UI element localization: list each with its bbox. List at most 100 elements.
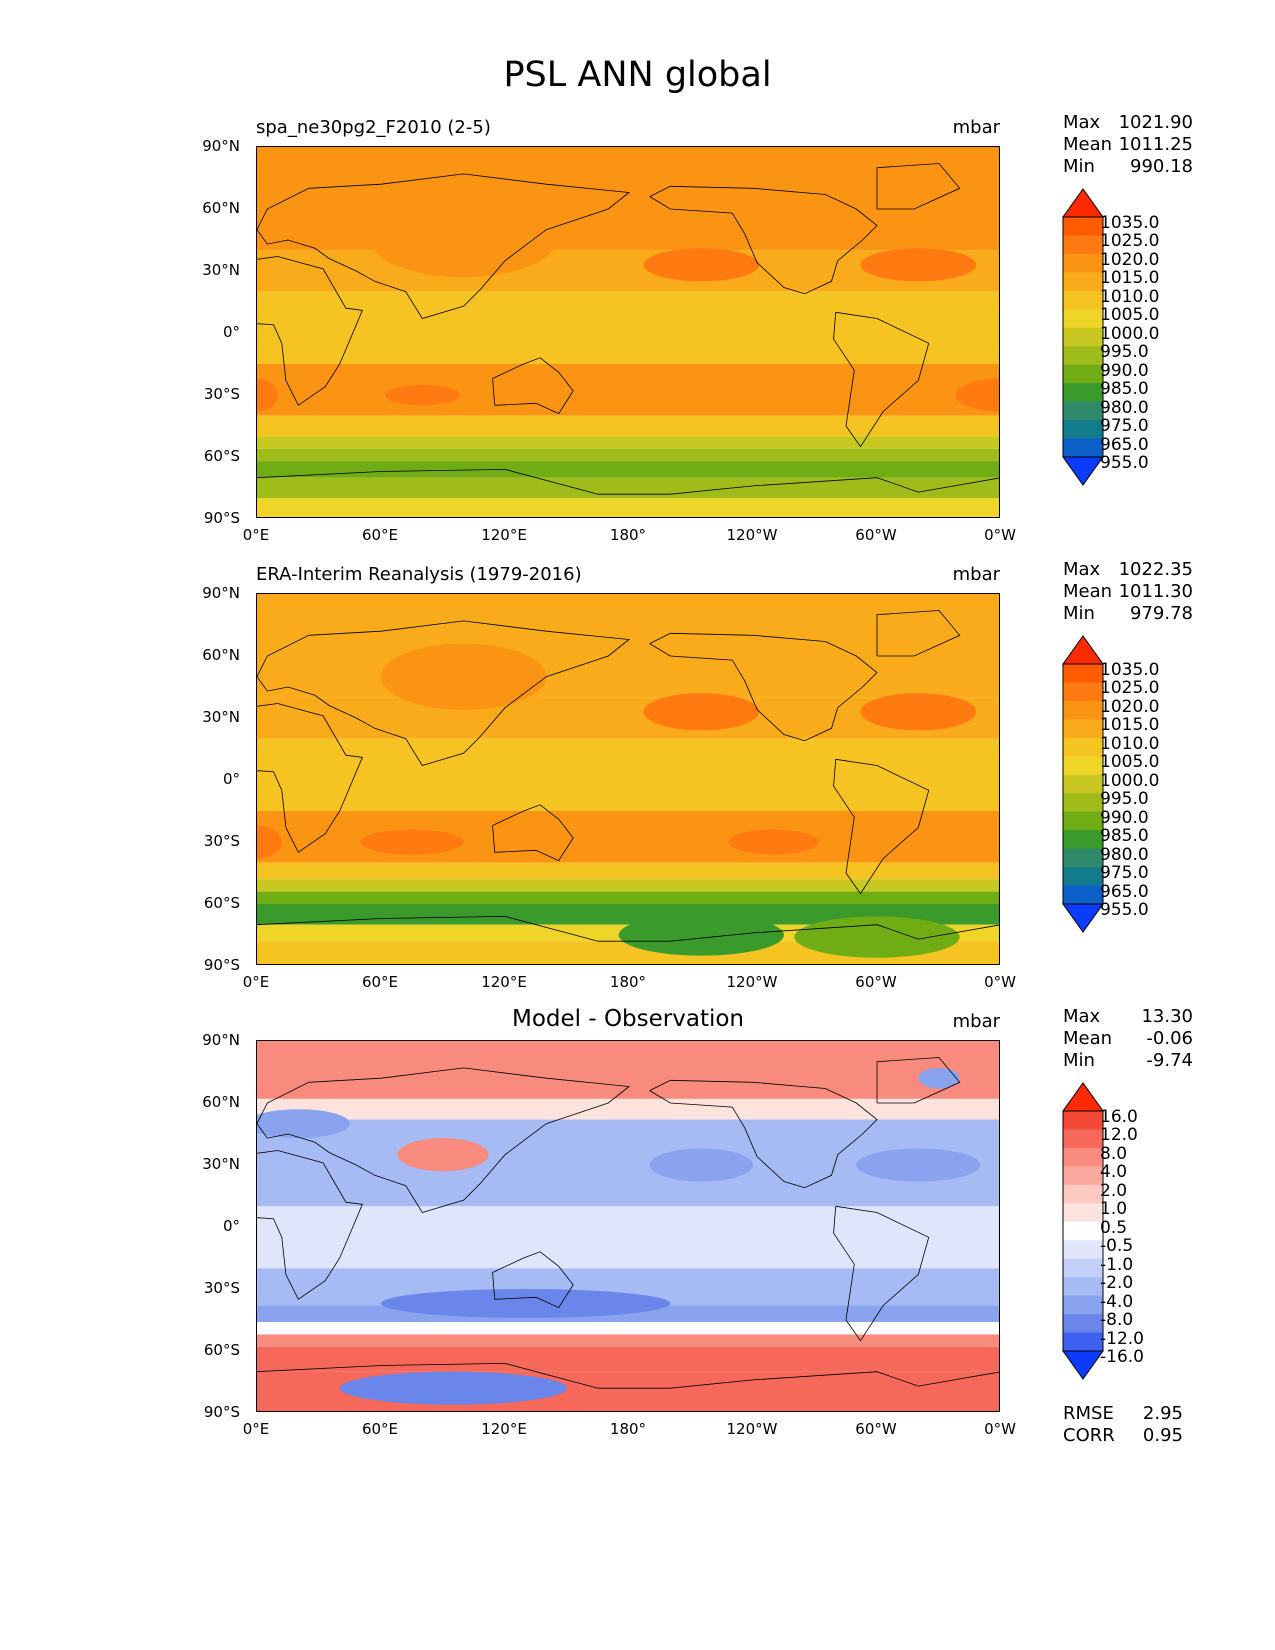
stat-row: Max 1021.90 (1063, 112, 1193, 134)
lon-tick-label: 0°E (242, 526, 270, 544)
colorbar-wrap (1062, 635, 1104, 937)
stat-row: Mean 1011.25 (1063, 134, 1193, 156)
contour-band (257, 436, 999, 449)
colorbar-segment (1063, 438, 1103, 458)
colorbar-segment (1063, 272, 1103, 292)
colorbar-segment (1063, 1147, 1103, 1167)
lat-tick-label: 90°S (203, 509, 240, 527)
panel-title: ERA-Interim Reanalysis (1979-2016) (256, 564, 582, 585)
coastline-1 (257, 620, 631, 766)
colorbar-tick-label: 995.0 (1100, 789, 1149, 810)
lat-tick-label: 30°N (202, 708, 240, 726)
colorbar-wrap (1062, 1082, 1104, 1384)
lon-tick-label: 60°W (855, 973, 897, 991)
coastline-4 (833, 1205, 930, 1342)
coastline-3 (649, 185, 878, 295)
colorbar-segment (1063, 290, 1103, 310)
lon-tick-label: 0°W (984, 526, 1016, 544)
stat-row: Mean 1011.30 (1063, 581, 1193, 603)
colorbar-frame (1062, 1110, 1104, 1352)
contour-band (257, 904, 999, 925)
lat-tick-label: 90°S (203, 956, 240, 974)
colorbar-segment (1063, 253, 1103, 273)
lat-tick-label: 30°S (203, 832, 240, 850)
colorbar-tick-label: 1010.0 (1100, 733, 1160, 754)
colorbar-tick-label: 1035.0 (1100, 660, 1160, 680)
colorbar-frame (1062, 216, 1104, 458)
colorbar-tick-label: 1035.0 (1100, 213, 1160, 233)
coastline-4 (833, 758, 930, 895)
contour-field (257, 147, 999, 517)
colorbar-tick-label: 975.0 (1100, 863, 1149, 884)
lat-tick-label: 60°S (203, 894, 240, 912)
units-label: mbar (952, 564, 1000, 585)
coastline-2 (492, 804, 574, 862)
colorbar-tick-label: 1015.0 (1100, 268, 1160, 289)
lon-tick-label: 60°E (361, 526, 399, 544)
colorbar-segment (1063, 885, 1103, 905)
lat-tick-label: 60°N (202, 1093, 240, 1111)
lon-tick-label: 60°E (361, 973, 399, 991)
colorbar-tick-label: -2.0 (1100, 1273, 1134, 1294)
lat-tick-label: 0° (222, 770, 240, 788)
contour-blob (955, 378, 999, 412)
colorbar-segment (1063, 774, 1103, 794)
contour-band (257, 1322, 999, 1335)
lat-tick-label: 30°N (202, 261, 240, 279)
colorbar (1062, 1082, 1104, 1380)
colorbar-tick-label: 4.0 (1100, 1162, 1128, 1183)
colorbar-tick-label: 1020.0 (1100, 249, 1160, 270)
contour-blob (381, 1289, 671, 1318)
stat-row: Mean -0.06 (1063, 1028, 1193, 1050)
contour-blob (643, 248, 760, 282)
colorbar-extend-bottom (1062, 1350, 1104, 1380)
colorbar-segment (1063, 1221, 1103, 1241)
coastline-2 (492, 1251, 574, 1309)
colorbar-tick-label: -4.0 (1100, 1291, 1134, 1312)
contour-field (257, 1041, 999, 1411)
colorbar-segment (1063, 327, 1103, 347)
metric-value: 0.95 (1142, 1425, 1183, 1446)
colorbar-segment (1063, 383, 1103, 403)
colorbar-segment (1063, 719, 1103, 739)
colorbar-segment (1063, 848, 1103, 868)
stat-name: Max (1063, 112, 1101, 133)
lat-tick-label: 30°S (203, 1279, 240, 1297)
colorbar-tick-label: 955.0 (1100, 453, 1149, 473)
colorbar-segment (1063, 346, 1103, 366)
colorbar-extend-top (1062, 1082, 1104, 1112)
colorbar-tick-label: 1025.0 (1100, 231, 1160, 252)
colorbar-segment (1063, 1295, 1103, 1315)
stat-name: Max (1063, 1006, 1101, 1027)
colorbar-tick-label: 8.0 (1100, 1143, 1128, 1164)
colorbar-tick-label: 1015.0 (1100, 715, 1160, 736)
colorbar-tick-label: 995.0 (1100, 342, 1149, 363)
colorbar-tick-label: -0.5 (1100, 1236, 1134, 1257)
colorbar-segment (1063, 756, 1103, 776)
colorbar-tick-label: 16.0 (1100, 1107, 1138, 1127)
contour-blob (860, 693, 977, 731)
lon-tick-label: 60°W (855, 1420, 897, 1438)
colorbar-tick-label: 1.0 (1100, 1199, 1128, 1220)
colorbar-frame (1062, 663, 1104, 905)
coastline-4 (833, 311, 930, 448)
colorbar-segment (1063, 235, 1103, 255)
colorbar-segment (1063, 401, 1103, 421)
stats-block: Max 1022.35 Mean 1011.30 Min 979.78 (1063, 559, 1193, 625)
colorbar-tick-label: 1005.0 (1100, 305, 1160, 326)
lon-tick-label: 60°E (361, 1420, 399, 1438)
metric-name: CORR (1063, 1425, 1115, 1446)
colorbar-segment (1063, 1184, 1103, 1204)
lat-tick-label: 60°S (203, 447, 240, 465)
lon-tick-label: 180° (609, 526, 647, 544)
stat-value: 13.30 (1141, 1006, 1193, 1027)
colorbar-wrap (1062, 188, 1104, 490)
contour-band (257, 461, 999, 478)
contour-band (257, 1206, 999, 1269)
colorbar-segment (1063, 1129, 1103, 1149)
stat-value: 990.18 (1130, 156, 1193, 177)
lat-tick-label: 0° (222, 323, 240, 341)
contour-blob (397, 1138, 489, 1172)
colorbar-tick-label: 980.0 (1100, 844, 1149, 865)
metrics-block: RMSE 2.95 CORR 0.95 (1063, 1403, 1183, 1447)
